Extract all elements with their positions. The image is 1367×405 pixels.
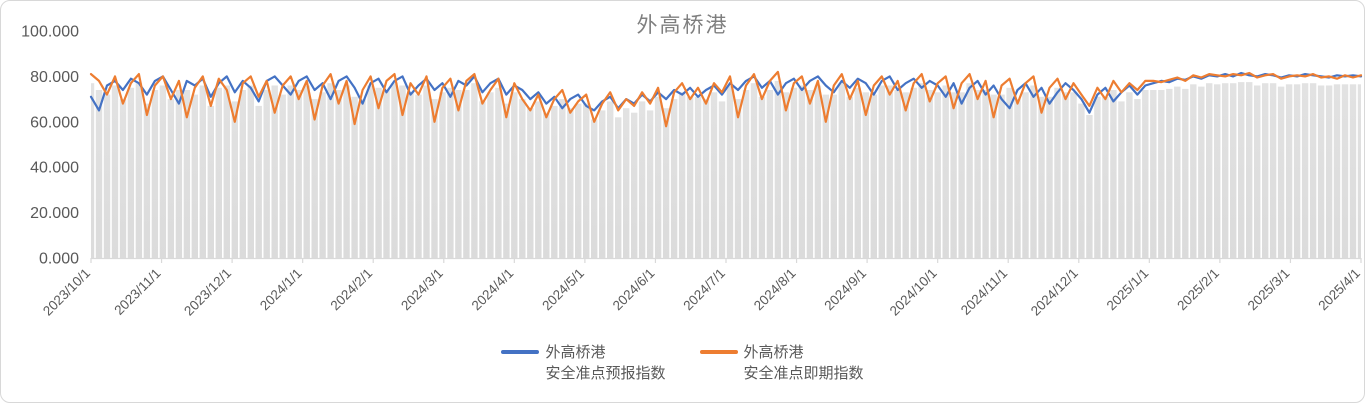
x-axis-tick-label: 2024/3/1 [398, 266, 446, 314]
x-axis-tick-label: 2023/12/1 [181, 266, 234, 319]
x-axis-tick-label: 2024/9/1 [821, 266, 869, 314]
background-columns [91, 80, 1361, 259]
legend-item-spot: 外高桥港 安全准点即期指数 [699, 342, 864, 384]
forecast-legend-label: 外高桥港 安全准点预报指数 [545, 342, 665, 384]
x-axis-tick-label: 2023/10/1 [40, 266, 93, 319]
y-axis-tick-label: 80.000 [30, 69, 79, 86]
spot-legend-label: 外高桥港 安全准点即期指数 [744, 342, 864, 384]
forecast-legend-line2: 安全准点预报指数 [545, 365, 666, 382]
x-axis-tick-label: 2024/11/1 [958, 266, 1010, 318]
chart-title: 外高桥港 [636, 14, 729, 37]
x-axis-tick-label: 2025/3/1 [1245, 266, 1293, 314]
forecast-legend-line1: 外高桥港 [545, 344, 606, 361]
x-axis-tick-label: 2024/7/1 [680, 266, 728, 314]
x-axis-tick-label: 2024/4/1 [469, 266, 517, 314]
x-axis-tick-label: 2025/2/1 [1174, 266, 1222, 314]
y-axis-tick-labels: 0.000 20.000 40.000 60.000 80.000 100.000 [21, 24, 79, 268]
y-axis-tick-label: 20.000 [30, 205, 79, 222]
x-axis-tick-label: 2024/5/1 [539, 266, 587, 314]
spot-index-line [89, 70, 1363, 128]
legend-item-forecast: 外高桥港 安全准点预报指数 [501, 342, 666, 384]
x-axis-tick-label: 2024/12/1 [1028, 266, 1081, 319]
spot-legend-line1: 外高桥港 [743, 344, 804, 361]
forecast-line-swatch [501, 350, 540, 354]
x-axis-tick-label: 2023/11/1 [111, 266, 163, 318]
x-axis-tick-label: 2024/1/1 [257, 266, 305, 314]
x-axis-tick-label: 2024/2/1 [328, 266, 376, 314]
y-axis-tick-label: 60.000 [30, 114, 79, 131]
x-axis-tick-label: 2025/1/1 [1104, 266, 1152, 314]
y-axis-tick-label: 100.000 [21, 24, 79, 41]
y-axis-tick-label: 0.000 [39, 251, 79, 268]
legend: 外高桥港 安全准点预报指数 外高桥港 安全准点即期指数 [1, 342, 1364, 384]
x-axis-tick-label: 2024/8/1 [751, 266, 799, 314]
spot-line-swatch [699, 350, 738, 354]
forecast-index-line [89, 71, 1363, 114]
x-axis-tick-labels: 2023/10/1 2023/11/1 2023/12/1 2024/1/1 2024/… [40, 258, 1363, 319]
x-axis-tick-label: 2025/4/1 [1315, 266, 1363, 314]
x-axis-tick-label: 2024/6/1 [610, 266, 658, 314]
y-axis-tick-label: 40.000 [30, 160, 79, 177]
x-axis-tick-label: 2024/10/1 [887, 266, 940, 319]
spot-legend-line2: 安全准点即期指数 [743, 365, 864, 382]
